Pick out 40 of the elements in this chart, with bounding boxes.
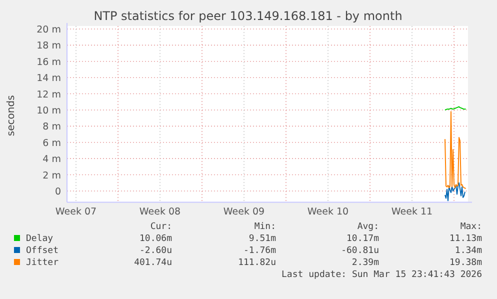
y-tick-label: 14 m: [36, 73, 61, 84]
line-series: [444, 182, 466, 202]
x-tick-label: Week 09: [223, 206, 265, 218]
x-tick-label: Week 11: [391, 206, 433, 218]
text: Avg:: [357, 222, 379, 232]
y-tick-label: 16 m: [36, 56, 61, 68]
y-tick-label: 18 m: [36, 40, 61, 52]
text: 2.39m: [352, 258, 379, 268]
text: Max:: [460, 222, 482, 232]
y-tick-label: 4 m: [42, 154, 61, 166]
text: 111.82u: [238, 258, 276, 268]
x-tick-label: Week 07: [55, 206, 97, 218]
x-tick-label: Week 10: [307, 206, 349, 218]
text: 10.06m: [139, 234, 172, 244]
y-tick-label: 8 m: [42, 122, 61, 133]
text: 19.38m: [449, 258, 482, 268]
y-axis-title: seconds: [6, 95, 17, 136]
chart-title: NTP statistics for peer 103.149.168.181 - by month: [94, 9, 402, 23]
text: 1.34m: [454, 246, 482, 256]
text: -60.81u: [341, 246, 379, 256]
text: -2.60u: [139, 246, 172, 256]
text: Last update: Sun Mar 15 23:41:43 2026: [282, 270, 482, 280]
text: 401.74u: [134, 258, 172, 268]
text: 10.17m: [346, 234, 379, 244]
x-tick-label: Week 08: [139, 206, 181, 218]
y-tick-label: 12 m: [36, 89, 61, 100]
legend-label: Jitter: [26, 258, 60, 268]
y-tick-label: 10 m: [36, 105, 61, 116]
y-tick-label: 2 m: [42, 170, 61, 182]
legend-label: Delay: [26, 234, 54, 244]
text: Min:: [254, 222, 276, 232]
line-series: [444, 111, 466, 190]
text: Cur:: [150, 222, 172, 232]
legend-label: Offset: [26, 246, 59, 256]
text: -1.76m: [243, 246, 276, 256]
text: 11.13m: [449, 234, 482, 244]
text: 9.51m: [248, 234, 276, 244]
y-tick-label: 0: [54, 186, 61, 198]
y-tick-label: 20 m: [36, 24, 61, 36]
y-tick-label: 6 m: [42, 138, 61, 149]
